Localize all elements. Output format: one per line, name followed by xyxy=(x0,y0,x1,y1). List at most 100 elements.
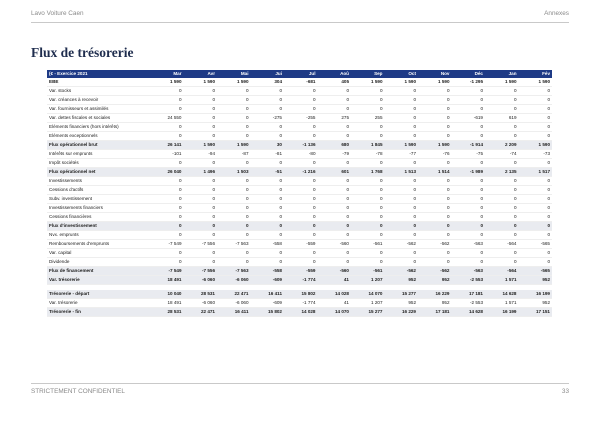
value-cell: 0 xyxy=(451,203,485,213)
value-cell: 0 xyxy=(485,185,519,195)
value-cell: 0 xyxy=(217,248,251,258)
value-cell: 0 xyxy=(485,221,519,231)
value-cell: 14 070 xyxy=(351,289,385,299)
value-cell: 0 xyxy=(351,203,385,213)
value-cell: 0 xyxy=(351,248,385,258)
table-total-row: Trésorerie - fin 28 531 22 471 16 411 15 802… xyxy=(47,307,552,317)
value-cell: 0 xyxy=(183,248,217,258)
value-cell: 255 xyxy=(351,113,385,123)
value-cell: 0 xyxy=(485,248,519,258)
value-cell: 0 xyxy=(518,176,552,186)
value-cell: 0 xyxy=(217,176,251,186)
table-row: Investissements 0 0 0 0 0 0 0 0 0 0 0 0 xyxy=(47,176,552,186)
table-row: Eléments financiers (hors intérêts) 0 0 0 0 0… xyxy=(47,122,552,132)
row-label: Var. stocks xyxy=(47,86,150,96)
value-cell: 0 xyxy=(284,203,318,213)
table-row: Investissements financiers 0 0 0 0 0 0 0 0 0 0 0 0 xyxy=(47,203,552,213)
value-cell: 0 xyxy=(284,95,318,105)
row-label: Trésorerie - fin xyxy=(47,307,150,317)
value-cell: -87 xyxy=(217,149,251,159)
value-cell: -7 563 xyxy=(217,266,251,276)
value-cell: 0 xyxy=(485,194,519,204)
value-cell: 0 xyxy=(418,113,452,123)
value-cell: 0 xyxy=(518,86,552,96)
value-cell: 22 471 xyxy=(183,307,217,317)
value-cell: 0 xyxy=(451,95,485,105)
value-cell: 1 590 xyxy=(183,78,217,87)
value-cell: 0 xyxy=(284,212,318,222)
value-cell: 0 xyxy=(183,158,217,168)
value-cell: 0 xyxy=(150,131,184,141)
table-row: Var. créances à recevoir 0 0 0 0 0 0 0 0 0 0 0 0 xyxy=(47,95,552,105)
value-cell: 304 xyxy=(250,78,284,87)
value-cell: 0 xyxy=(351,221,385,231)
value-cell: -74 xyxy=(485,149,519,159)
value-cell: 0 xyxy=(317,257,351,267)
value-cell: -73 xyxy=(518,149,552,159)
value-cell: -79 xyxy=(317,149,351,159)
value-cell: 17 181 xyxy=(451,289,485,299)
value-cell: 0 xyxy=(384,176,418,186)
value-cell: 0 xyxy=(284,122,318,132)
value-cell: -7 556 xyxy=(183,266,217,276)
value-cell: 2 209 xyxy=(485,140,519,150)
value-cell: 0 xyxy=(518,95,552,105)
value-cell: 0 xyxy=(518,122,552,132)
value-cell: 0 xyxy=(250,176,284,186)
value-cell: -75 xyxy=(451,149,485,159)
row-label: Impôt sociétés xyxy=(47,158,150,168)
value-cell: 0 xyxy=(317,212,351,222)
value-cell: 0 xyxy=(384,212,418,222)
table-corner-label: (€ - Exercice 2021 xyxy=(47,70,150,78)
value-cell: 0 xyxy=(250,104,284,114)
value-cell: 1 590 xyxy=(183,140,217,150)
value-cell: 14 028 xyxy=(317,289,351,299)
value-cell: 0 xyxy=(351,95,385,105)
value-cell: 0 xyxy=(518,113,552,123)
month-header: Fév xyxy=(518,70,552,78)
value-cell: 601 xyxy=(317,167,351,177)
value-cell: 952 xyxy=(518,298,552,308)
value-cell: 1 590 xyxy=(217,78,251,87)
value-cell: 0 xyxy=(418,185,452,195)
month-header: Jul xyxy=(284,70,318,78)
value-cell: 0 xyxy=(183,194,217,204)
value-cell: 0 xyxy=(317,122,351,132)
value-cell: 0 xyxy=(250,158,284,168)
value-cell: 0 xyxy=(418,230,452,240)
value-cell: 952 xyxy=(418,298,452,308)
table-body: EBE 1 590 1 590 1 590 304 -681 405 1 590 1 590 1 … xyxy=(47,78,552,317)
value-cell: 0 xyxy=(384,185,418,195)
value-cell: 15 277 xyxy=(384,289,418,299)
value-cell: 0 xyxy=(418,257,452,267)
value-cell: 16 411 xyxy=(217,307,251,317)
month-header: Mai xyxy=(217,70,251,78)
value-cell: 0 xyxy=(351,257,385,267)
table-row: Subv. investissement 0 0 0 0 0 0 0 0 0 0 0 0 xyxy=(47,194,552,204)
value-cell: 0 xyxy=(150,212,184,222)
value-cell: -275 xyxy=(250,113,284,123)
value-cell: 0 xyxy=(418,122,452,132)
month-header: Nov xyxy=(418,70,452,78)
value-cell: 0 xyxy=(518,230,552,240)
value-cell: 619 xyxy=(485,113,519,123)
value-cell: 0 xyxy=(217,185,251,195)
value-cell: 0 xyxy=(250,212,284,222)
value-cell: 0 xyxy=(317,95,351,105)
value-cell: 952 xyxy=(518,275,552,285)
value-cell: 1 590 xyxy=(418,140,452,150)
value-cell: 1 590 xyxy=(518,78,552,87)
table-row: Eléments exceptionnels 0 0 0 0 0 0 0 0 0 0 0 0 xyxy=(47,131,552,141)
value-cell: 1 845 xyxy=(351,140,385,150)
value-cell: 0 xyxy=(518,185,552,195)
row-label: Trésorerie - départ xyxy=(47,289,150,299)
value-cell: 0 xyxy=(250,185,284,195)
table-total-row: Flux opérationnel brut 26 141 1 590 1 590 30… xyxy=(47,140,552,150)
value-cell: 0 xyxy=(217,95,251,105)
value-cell: 0 xyxy=(317,131,351,141)
value-cell: 0 xyxy=(150,248,184,258)
value-cell: -561 xyxy=(351,266,385,276)
value-cell: 0 xyxy=(451,194,485,204)
value-cell: 0 xyxy=(384,257,418,267)
value-cell: 0 xyxy=(150,104,184,114)
